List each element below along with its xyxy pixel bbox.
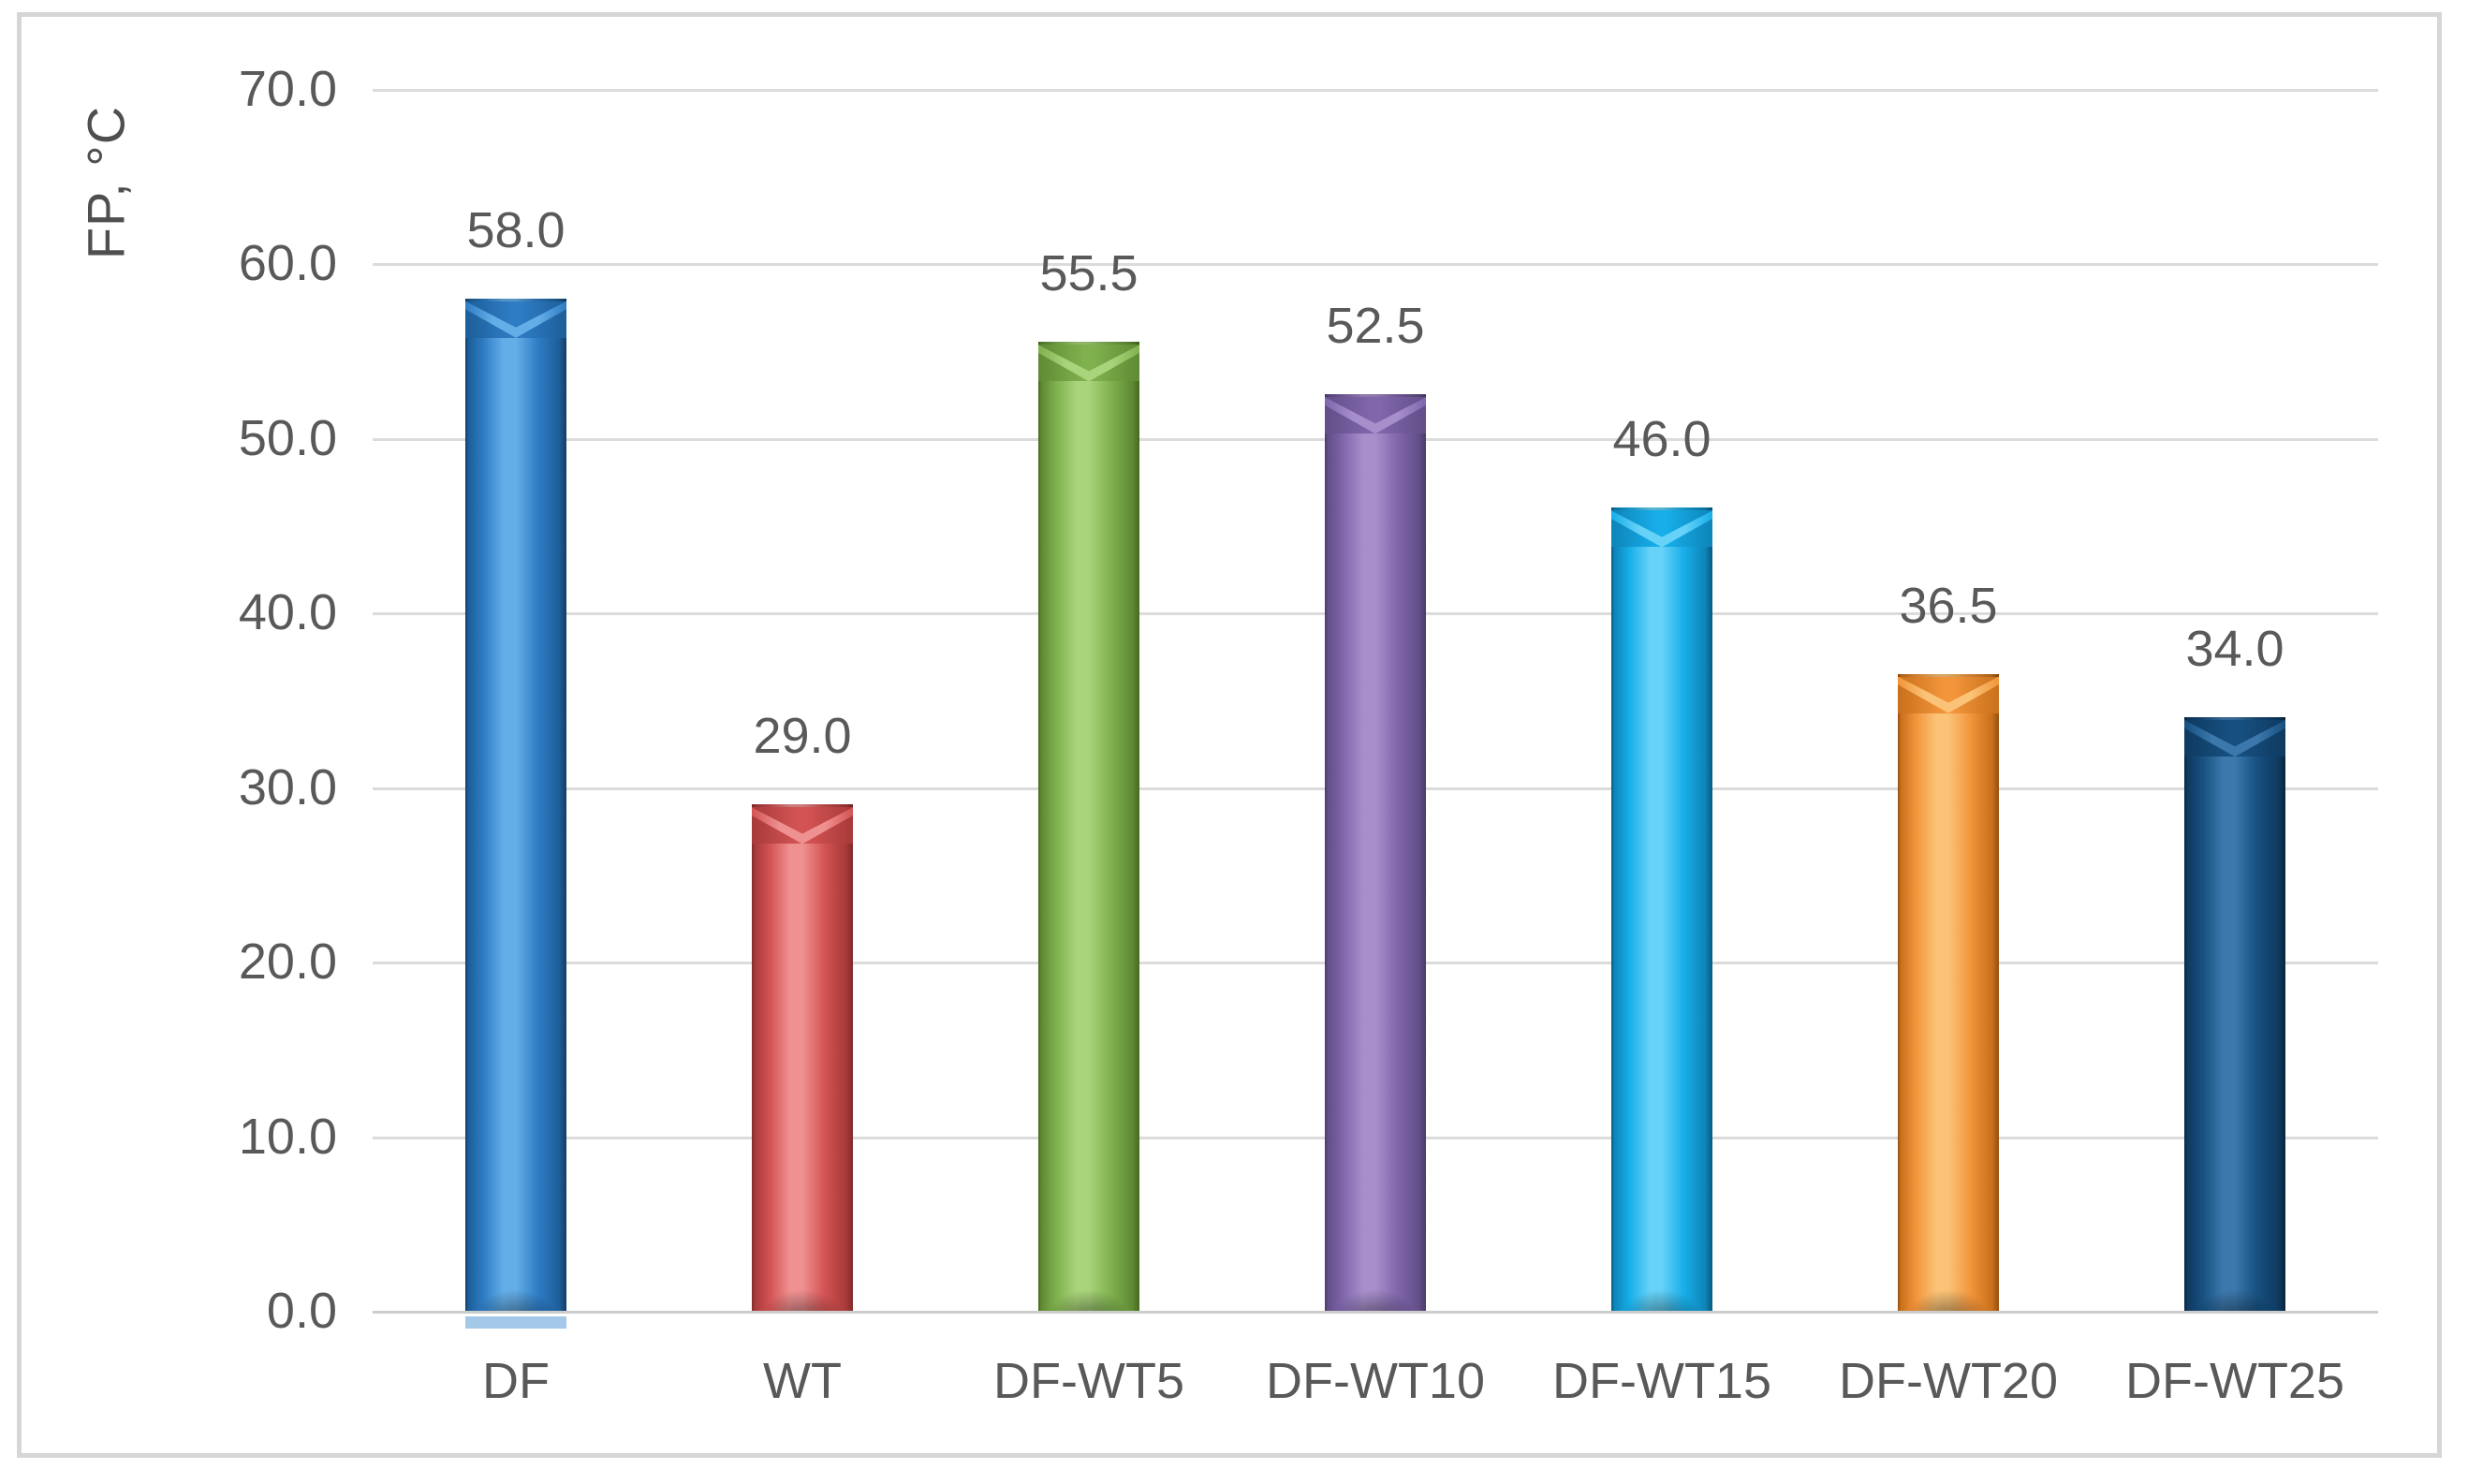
bar-bevel-cap bbox=[1325, 394, 1426, 434]
y-tick-label: 10.0 bbox=[238, 1108, 337, 1165]
bar-df-wt25 bbox=[2184, 717, 2285, 1311]
y-tick-label: 30.0 bbox=[238, 758, 337, 815]
x-axis-line bbox=[373, 1311, 2378, 1314]
y-tick-label: 60.0 bbox=[238, 235, 337, 292]
bar-df-wt20 bbox=[1898, 673, 1999, 1312]
chart-frame bbox=[17, 12, 2442, 1458]
bar-slot-df: 58.0 DF bbox=[373, 89, 659, 1406]
x-category-label: DF-WT15 bbox=[1552, 1353, 1771, 1409]
x-category-label: DF-WT20 bbox=[1839, 1353, 2058, 1409]
y-tick-label: 40.0 bbox=[238, 584, 337, 641]
y-tick-label: 0.0 bbox=[266, 1283, 337, 1339]
x-category-label: WT bbox=[763, 1353, 842, 1409]
bar-bevel-cap bbox=[1038, 342, 1139, 382]
data-label: 55.5 bbox=[1039, 245, 1139, 302]
data-label: 34.0 bbox=[2185, 621, 2284, 678]
bar-slot-df-wt10: 52.5 DF-WT10 bbox=[1232, 89, 1519, 1406]
x-category-label: DF-WT10 bbox=[1266, 1353, 1485, 1409]
bar-slot-df-wt25: 34.0 DF-WT25 bbox=[2092, 89, 2378, 1406]
gridline bbox=[373, 263, 2378, 267]
bar-wt bbox=[752, 804, 853, 1311]
bar-bevel-cap bbox=[1898, 673, 1999, 713]
data-label: 58.0 bbox=[466, 201, 566, 258]
bar-df-wt10 bbox=[1325, 394, 1426, 1311]
y-tick-label: 20.0 bbox=[238, 933, 337, 991]
x-category-label: DF-WT5 bbox=[993, 1353, 1184, 1409]
y-tick-label: 50.0 bbox=[238, 409, 337, 466]
bar-bevel-cap bbox=[752, 804, 853, 845]
bar-df-wt15 bbox=[1611, 507, 1712, 1311]
bar-df-wt5 bbox=[1038, 342, 1139, 1311]
data-label: 52.5 bbox=[1326, 298, 1425, 355]
bar-df bbox=[465, 298, 566, 1330]
bar-slot-df-wt15: 46.0 DF-WT15 bbox=[1519, 89, 1805, 1406]
x-category-label: DF bbox=[482, 1353, 550, 1409]
bar-bevel-cap bbox=[465, 298, 566, 338]
bar-slot-wt: 29.0 WT bbox=[659, 89, 946, 1406]
gridline bbox=[373, 89, 2378, 92]
data-label: 29.0 bbox=[753, 708, 852, 765]
bar-slot-df-wt20: 36.5 DF-WT20 bbox=[1805, 89, 2092, 1406]
bar-bevel-cap bbox=[1611, 507, 1712, 548]
bar-bevel-cap bbox=[2184, 717, 2285, 757]
y-tick-label: 70.0 bbox=[238, 61, 337, 117]
plot-area: 58.0 DF 29.0 WT 55.5 DF-WT5 52.5 DF-WT10… bbox=[373, 89, 2378, 1406]
data-label: 46.0 bbox=[1612, 411, 1711, 468]
x-category-label: DF-WT25 bbox=[2125, 1353, 2344, 1409]
data-label: 36.5 bbox=[1899, 577, 1998, 634]
bar-slot-df-wt5: 55.5 DF-WT5 bbox=[946, 89, 1232, 1406]
